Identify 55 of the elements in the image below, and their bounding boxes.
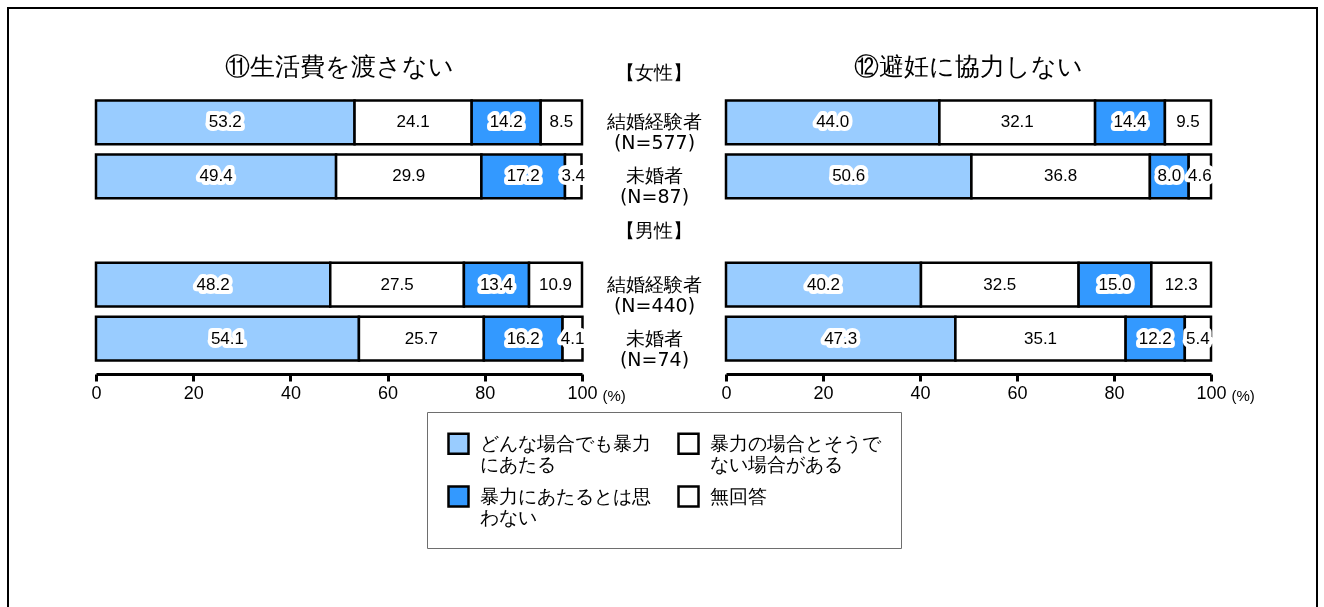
- x-tick-label: 60: [378, 382, 399, 403]
- data-label: 8.0: [1157, 166, 1182, 186]
- text: 【女性】: [616, 61, 692, 83]
- data-label: 15.0: [1098, 274, 1132, 294]
- x-axis-title: (%): [602, 386, 626, 404]
- x-axis-title: (%): [1231, 386, 1255, 404]
- data-label: 25.7: [404, 328, 438, 348]
- data-label: 12.3: [1164, 274, 1198, 294]
- data-label: 9.5: [1176, 112, 1200, 132]
- y-tick-label: 結婚経験者 (N=440): [606, 272, 702, 316]
- data-label: 27.5: [380, 274, 414, 294]
- text: 【男性】: [616, 218, 692, 241]
- x-tick-label: 0: [91, 382, 102, 403]
- data-label: 50.6: [832, 166, 866, 186]
- x-tick-label: 40: [280, 382, 301, 403]
- y-tick-label: 結婚経験者 (N=577): [606, 110, 702, 154]
- x-tick-label: 20: [183, 382, 204, 403]
- data-label: 12.2: [1138, 328, 1172, 348]
- data-label: 49.4: [199, 166, 233, 186]
- legend-label: 暴力にあたるとは思わない: [480, 484, 651, 528]
- x-tick-label: 40: [910, 382, 931, 403]
- legend-label: 無回答: [710, 484, 767, 507]
- x-tick-label: 20: [813, 382, 834, 403]
- data-label: 32.5: [983, 274, 1017, 294]
- legend-label: 暴力の場合とそうでない場合がある: [710, 431, 882, 475]
- data-label: 17.2: [506, 166, 540, 186]
- x-tick-label: 100: [567, 382, 598, 403]
- data-label: 5.4: [1186, 328, 1210, 348]
- chart-title: ⑫避妊に協力しない: [854, 52, 1083, 81]
- x-tick-label: 80: [1104, 382, 1125, 403]
- data-label: 32.1: [1000, 112, 1034, 132]
- data-label: 40.2: [806, 274, 841, 294]
- x-tick-label: 60: [1007, 382, 1028, 403]
- data-label: 24.1: [396, 112, 430, 132]
- data-label: 44.0: [816, 112, 850, 132]
- data-label: 10.9: [538, 274, 573, 294]
- data-label: 14.4: [1113, 112, 1147, 132]
- data-label: 8.5: [549, 112, 574, 132]
- data-label: 48.2: [196, 274, 230, 294]
- data-label: 54.1: [210, 328, 245, 348]
- data-label: 14.2: [489, 112, 523, 132]
- data-label: 13.4: [479, 274, 514, 294]
- data-label: 16.2: [506, 328, 540, 348]
- x-tick-label: 0: [721, 382, 732, 403]
- x-tick-label: 80: [475, 382, 496, 403]
- legend-label: どんな場合でも暴力にあたる: [480, 431, 651, 475]
- data-label: 35.1: [1023, 328, 1058, 348]
- y-tick-label: 未婚者 (N=74): [619, 326, 690, 370]
- x-tick-label: 100: [1196, 382, 1227, 403]
- data-label: 47.3: [824, 328, 858, 348]
- data-label: 36.8: [1044, 166, 1078, 186]
- y-tick-label: 未婚者 (N=87): [619, 164, 690, 208]
- data-label: 29.9: [392, 166, 426, 186]
- chart-title: ⑪生活費を渡さない: [224, 52, 454, 81]
- data-label: 53.2: [208, 112, 242, 132]
